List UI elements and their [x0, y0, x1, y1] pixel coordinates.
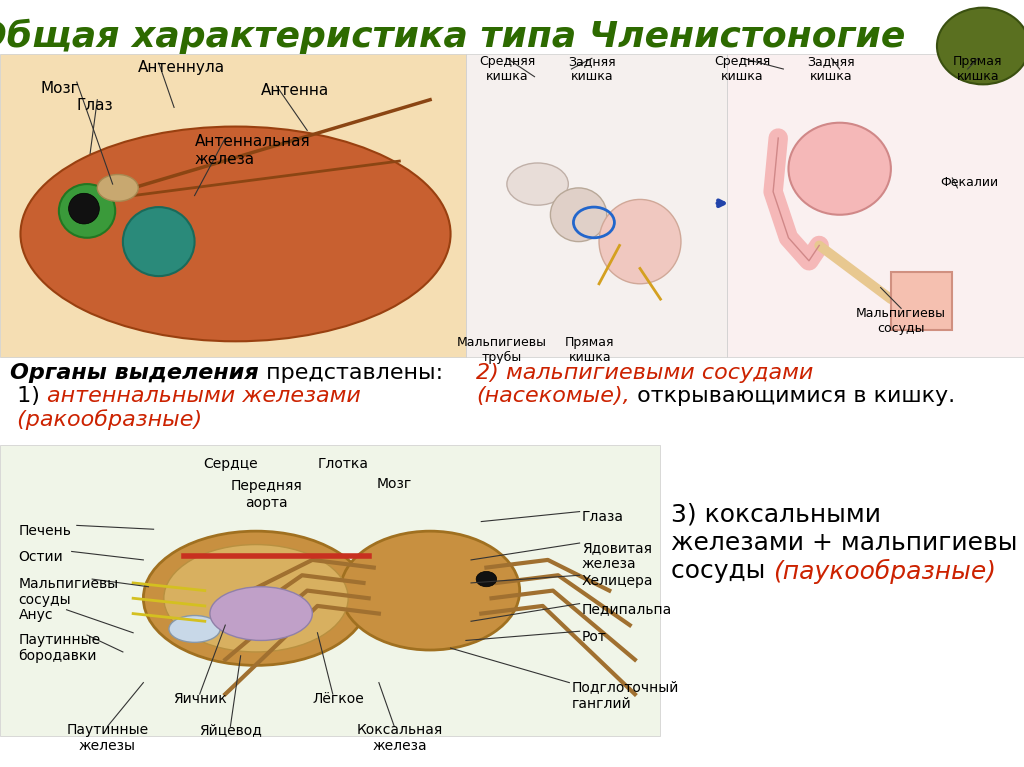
Ellipse shape — [143, 531, 369, 665]
Ellipse shape — [340, 531, 520, 650]
Ellipse shape — [937, 8, 1024, 84]
Text: Мозг: Мозг — [41, 81, 80, 96]
Ellipse shape — [507, 163, 568, 206]
Text: 1): 1) — [10, 386, 47, 406]
Text: Фекалии: Фекалии — [940, 176, 998, 189]
Text: Ядовитая
железа: Ядовитая железа — [582, 541, 651, 571]
Text: Общая характеристика типа Членистоногие: Общая характеристика типа Членистоногие — [0, 19, 905, 54]
Text: Паутинные
железы: Паутинные железы — [67, 723, 148, 753]
Text: сосуды: сосуды — [671, 559, 773, 583]
Text: Сердце: Сердце — [203, 457, 258, 471]
Text: Мальпигиевы
сосуды: Мальпигиевы сосуды — [856, 307, 946, 335]
Text: Глотка: Глотка — [317, 457, 369, 471]
Text: Яйцевод: Яйцевод — [199, 723, 262, 737]
Text: Педипальпа: Педипальпа — [582, 602, 672, 616]
Text: Печень: Печень — [18, 524, 72, 538]
Ellipse shape — [551, 188, 606, 242]
Text: Передняя
аорта: Передняя аорта — [230, 479, 302, 509]
Text: Антеннула: Антеннула — [138, 60, 225, 75]
Text: Глаз: Глаз — [77, 98, 114, 114]
Text: Средняя
кишка: Средняя кишка — [479, 55, 535, 84]
Text: Мальпигиевы
сосуды: Мальпигиевы сосуды — [18, 577, 119, 607]
Text: (паукообразные): (паукообразные) — [773, 559, 996, 584]
Text: Органы выделения: Органы выделения — [10, 363, 259, 383]
Ellipse shape — [476, 571, 497, 587]
Text: Хелицера: Хелицера — [582, 574, 653, 588]
Text: Подглоточный
ганглий: Подглоточный ганглий — [571, 680, 679, 710]
Text: Задняя
кишка: Задняя кишка — [568, 55, 615, 84]
Text: Прямая
кишка: Прямая кишка — [953, 55, 1002, 84]
Bar — [727, 54, 1024, 357]
Text: Лёгкое: Лёгкое — [312, 692, 364, 706]
Bar — [891, 272, 952, 330]
Ellipse shape — [164, 545, 348, 652]
Ellipse shape — [20, 127, 451, 341]
Text: открывающимися в кишку.: открывающимися в кишку. — [630, 386, 955, 406]
Text: 2): 2) — [476, 363, 506, 383]
Text: Коксальная
железа: Коксальная железа — [356, 723, 442, 753]
Text: Рот: Рот — [582, 630, 606, 644]
Text: Яичник: Яичник — [173, 692, 226, 706]
Bar — [0, 54, 466, 357]
Text: Глаза: Глаза — [582, 510, 624, 524]
Text: Прямая
кишка: Прямая кишка — [565, 336, 614, 364]
Text: представлены:: представлены: — [259, 363, 443, 383]
Ellipse shape — [599, 199, 681, 284]
Text: Задняя
кишка: Задняя кишка — [808, 55, 855, 84]
Bar — [0, 445, 660, 736]
Text: железами + мальпигиевы: железами + мальпигиевы — [671, 531, 1017, 555]
Ellipse shape — [123, 207, 195, 276]
Text: (насекомые),: (насекомые), — [476, 386, 630, 406]
Text: антеннальными железами: антеннальными железами — [47, 386, 361, 406]
Text: Мозг: Мозг — [377, 477, 412, 491]
Text: (ракообразные): (ракообразные) — [10, 409, 203, 430]
Text: 3) коксальными: 3) коксальными — [671, 502, 881, 526]
Text: Паутинные
бородавки: Паутинные бородавки — [18, 633, 100, 663]
Text: Мальпигиевы
трубы: Мальпигиевы трубы — [457, 336, 547, 364]
Text: Антенна: Антенна — [261, 83, 330, 98]
Text: Остии: Остии — [18, 550, 63, 564]
Text: Анус: Анус — [18, 608, 53, 622]
Bar — [466, 54, 727, 357]
Ellipse shape — [788, 123, 891, 215]
Ellipse shape — [59, 184, 115, 238]
Text: Средняя
кишка: Средняя кишка — [715, 55, 770, 84]
Text: Антеннальная
железа: Антеннальная железа — [195, 134, 310, 166]
Ellipse shape — [97, 174, 138, 202]
Text: мальпигиевыми сосудами: мальпигиевыми сосудами — [506, 363, 813, 383]
Ellipse shape — [210, 587, 312, 640]
Ellipse shape — [69, 193, 99, 224]
Ellipse shape — [169, 615, 220, 643]
